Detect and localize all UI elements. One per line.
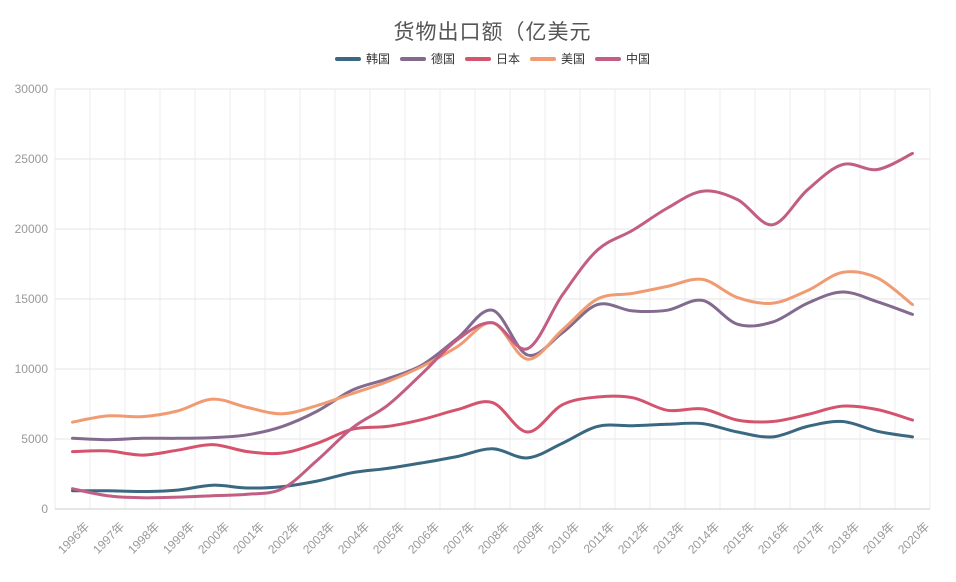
series-line-usa [71,270,914,424]
legend-line-swatch-germany [399,56,426,61]
legend-line-swatch-japan [464,56,491,61]
chart-legend: 韩国 德国 日本 美国 中国 [55,50,930,67]
series-line-korea [71,419,914,494]
legend-line-swatch-usa [530,56,556,61]
y-axis-tick-label: 20000 [14,222,48,236]
legend-item-china[interactable]: 中国 [595,50,650,67]
legend-label-usa: 美国 [561,52,586,66]
legend-item-germany[interactable]: 德国 [399,50,455,67]
y-axis-tick-label: 15000 [14,292,48,306]
series-line-china [71,151,914,500]
chart-title: 货物出口额（亿美元 [393,21,592,44]
y-axis-tick-label: 10000 [14,362,48,376]
series-line-japan [71,394,914,457]
y-axis-tick-label: 25000 [14,152,48,166]
y-axis-tick-label: 0 [41,502,48,516]
legend-label-china: 中国 [626,52,651,66]
legend-item-japan[interactable]: 日本 [464,50,520,67]
legend-label-germany: 德国 [430,52,455,66]
legend-label-japan: 日本 [495,52,520,66]
y-axis-tick-label: 30000 [14,82,48,96]
legend-item-korea[interactable]: 韩国 [334,50,390,67]
legend-line-swatch-china [595,56,622,61]
legend-label-korea: 韩国 [365,52,390,66]
legend-line-swatch-korea [334,56,361,61]
y-axis-tick-label: 5000 [21,432,48,446]
legend-item-usa[interactable]: 美国 [530,50,585,67]
series-line-germany [71,290,914,442]
